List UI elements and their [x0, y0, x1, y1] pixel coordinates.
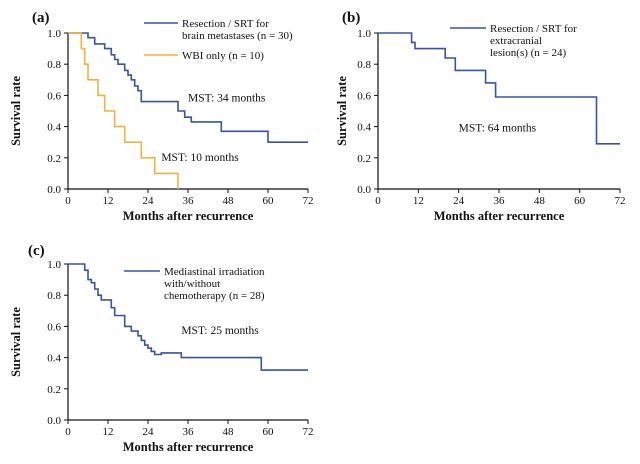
x-tick-label: 72 [303, 426, 314, 438]
x-tick-label: 12 [103, 195, 114, 207]
y-tick-label: 1.0 [47, 259, 61, 271]
y-tick-label: 1.0 [357, 28, 371, 40]
x-axis-label: Months after recurrence [123, 209, 254, 223]
y-tick-label: 0.0 [47, 184, 61, 196]
annotation: MST: 64 months [459, 122, 537, 134]
legend-entry: brain metastases (n = 30) [182, 30, 293, 42]
y-tick-label: 0.4 [47, 122, 61, 134]
x-tick-label: 36 [183, 426, 195, 438]
x-tick-label: 24 [143, 426, 155, 438]
y-tick-label: 0.8 [47, 59, 61, 71]
x-tick-label: 72 [615, 195, 626, 207]
chart-panel-b: (b) 0 12 24 36 48 60 72 0.0 0.2 0.4 0.6 0.8 1.0 Months… [335, 10, 626, 223]
legend-entry: WBI only (n = 10) [182, 50, 264, 62]
y-tick-label: 0.2 [47, 384, 61, 396]
x-tick-label: 72 [303, 195, 314, 207]
y-tick-label: 0.0 [47, 415, 61, 427]
legend-entry: lesion(s) (n = 24) [490, 47, 566, 59]
legend-entry: with/without [164, 278, 220, 290]
legend-entry: Resection / SRT for [182, 18, 269, 30]
chart-panel-a: (a) 0 12 24 36 48 60 72 0.0 0.2 0.4 0.6 0.8 1.0 Months… [9, 10, 314, 223]
x-tick-label: 60 [263, 426, 275, 438]
x-tick-label: 36 [494, 195, 506, 207]
x-tick-label: 24 [143, 195, 155, 207]
legend-entry: extracranial [490, 35, 542, 47]
y-tick-label: 0.2 [47, 153, 61, 165]
y-tick-label: 0.6 [357, 90, 371, 102]
y-tick-label: 0.2 [357, 153, 371, 165]
annotation: MST: 34 months [188, 93, 266, 105]
y-axis-label: Survival rate [9, 307, 23, 377]
x-tick-label: 48 [223, 426, 235, 438]
annotation: MST: 25 months [181, 325, 259, 337]
series-line-1 [378, 32, 620, 145]
panel-label: (a) [32, 10, 50, 26]
annotation: MST: 10 months [161, 152, 239, 164]
legend-entry: chemotherapy (n = 28) [164, 290, 265, 302]
legend-entry: Resection / SRT for [490, 23, 577, 35]
y-tick-label: 0.4 [357, 122, 371, 134]
x-tick-label: 60 [263, 195, 275, 207]
x-tick-label: 48 [223, 195, 235, 207]
x-tick-label: 36 [183, 195, 195, 207]
x-tick-label: 0 [65, 426, 71, 438]
x-tick-label: 12 [413, 195, 424, 207]
x-axis-label: Months after recurrence [123, 440, 254, 454]
y-tick-label: 0.6 [47, 321, 61, 333]
series-line-2 [68, 32, 179, 189]
x-axis-label: Months after recurrence [434, 209, 565, 223]
y-tick-label: 0.4 [47, 353, 61, 365]
x-tick-label: 24 [453, 195, 465, 207]
x-tick-label: 0 [375, 195, 381, 207]
y-axis-label: Survival rate [335, 76, 349, 146]
series-line-1 [68, 263, 308, 371]
y-axis-label: Survival rate [9, 76, 23, 146]
y-tick-label: 1.0 [47, 28, 61, 40]
x-tick-label: 12 [103, 426, 114, 438]
x-tick-label: 60 [574, 195, 586, 207]
x-tick-label: 48 [534, 195, 546, 207]
y-tick-label: 0.0 [357, 184, 371, 196]
y-tick-label: 0.6 [47, 90, 61, 102]
panel-label: (b) [342, 10, 360, 26]
x-tick-label: 0 [65, 195, 71, 207]
legend-entry: Mediastinal irradiation [164, 266, 265, 278]
panel-label: (c) [28, 243, 45, 259]
y-tick-label: 0.8 [47, 290, 61, 302]
y-tick-label: 0.8 [357, 59, 371, 71]
series-line-1 [68, 32, 308, 143]
chart-panel-c: (c) 0 12 24 36 48 60 72 0.0 0.2 0.4 0.6 0.8 1.0 Months… [9, 243, 314, 454]
